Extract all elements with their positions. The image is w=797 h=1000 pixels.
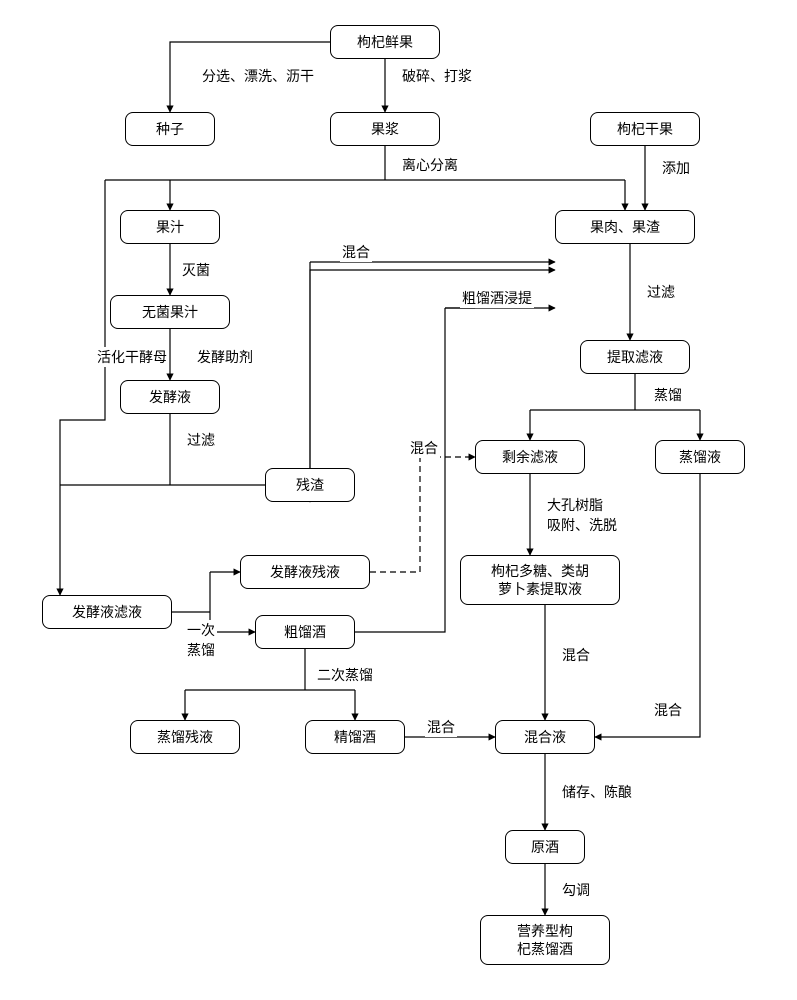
edge-label: 混合 [408, 438, 440, 458]
edge-label: 过滤 [645, 282, 677, 302]
node-fresh: 枸杞鲜果 [330, 25, 440, 59]
edge-label: 离心分离 [400, 155, 460, 175]
node-ferm: 发酵液 [120, 380, 220, 414]
node-pulp: 果浆 [330, 112, 440, 146]
edge-label: 破碎、打浆 [400, 66, 474, 86]
node-crude: 粗馏酒 [255, 615, 355, 649]
edge-label: 二次蒸馏 [315, 665, 375, 685]
edge-label: 过滤 [185, 430, 217, 450]
flowchart-edges [0, 0, 797, 1000]
edge-label: 分选、漂洗、沥干 [200, 66, 316, 86]
node-residue: 残渣 [265, 468, 355, 502]
node-base: 原酒 [505, 830, 585, 864]
node-extract: 提取滤液 [580, 340, 690, 374]
edge-label: 混合 [560, 645, 592, 665]
node-fermfilt: 发酵液滤液 [42, 595, 172, 629]
node-dry: 枸杞干果 [590, 112, 700, 146]
edge-label: 大孔树脂 [545, 495, 605, 515]
node-fermres: 发酵液残液 [240, 555, 370, 589]
node-poly: 枸杞多糖、类胡 萝卜素提取液 [460, 555, 620, 605]
edge-label: 添加 [660, 158, 692, 178]
node-refine: 精馏酒 [305, 720, 405, 754]
node-distres: 蒸馏残液 [130, 720, 240, 754]
node-sterile: 无菌果汁 [110, 295, 230, 329]
edge-label: 混合 [425, 717, 457, 737]
edge-label: 混合 [340, 242, 372, 262]
node-distil: 蒸馏液 [655, 440, 745, 474]
edge-label: 蒸馏 [652, 385, 684, 405]
node-mix: 混合液 [495, 720, 595, 754]
edge-label: 勾调 [560, 880, 592, 900]
edge-label: 灭菌 [180, 260, 212, 280]
node-juice: 果汁 [120, 210, 220, 244]
edge-label: 混合 [652, 700, 684, 720]
edge-label: 发酵助剂 [195, 347, 255, 367]
node-flesh: 果肉、果渣 [555, 210, 695, 244]
edge-label: 吸附、洗脱 [545, 515, 619, 535]
node-final: 营养型枸 杞蒸馏酒 [480, 915, 610, 965]
node-seed: 种子 [125, 112, 215, 146]
node-remain: 剩余滤液 [475, 440, 585, 474]
edge-label: 一次 [185, 620, 217, 640]
edge-label: 粗馏酒浸提 [460, 288, 534, 308]
edge-label: 活化干酵母 [95, 347, 169, 367]
edge-label: 蒸馏 [185, 640, 217, 660]
edge-label: 储存、陈酿 [560, 782, 634, 802]
